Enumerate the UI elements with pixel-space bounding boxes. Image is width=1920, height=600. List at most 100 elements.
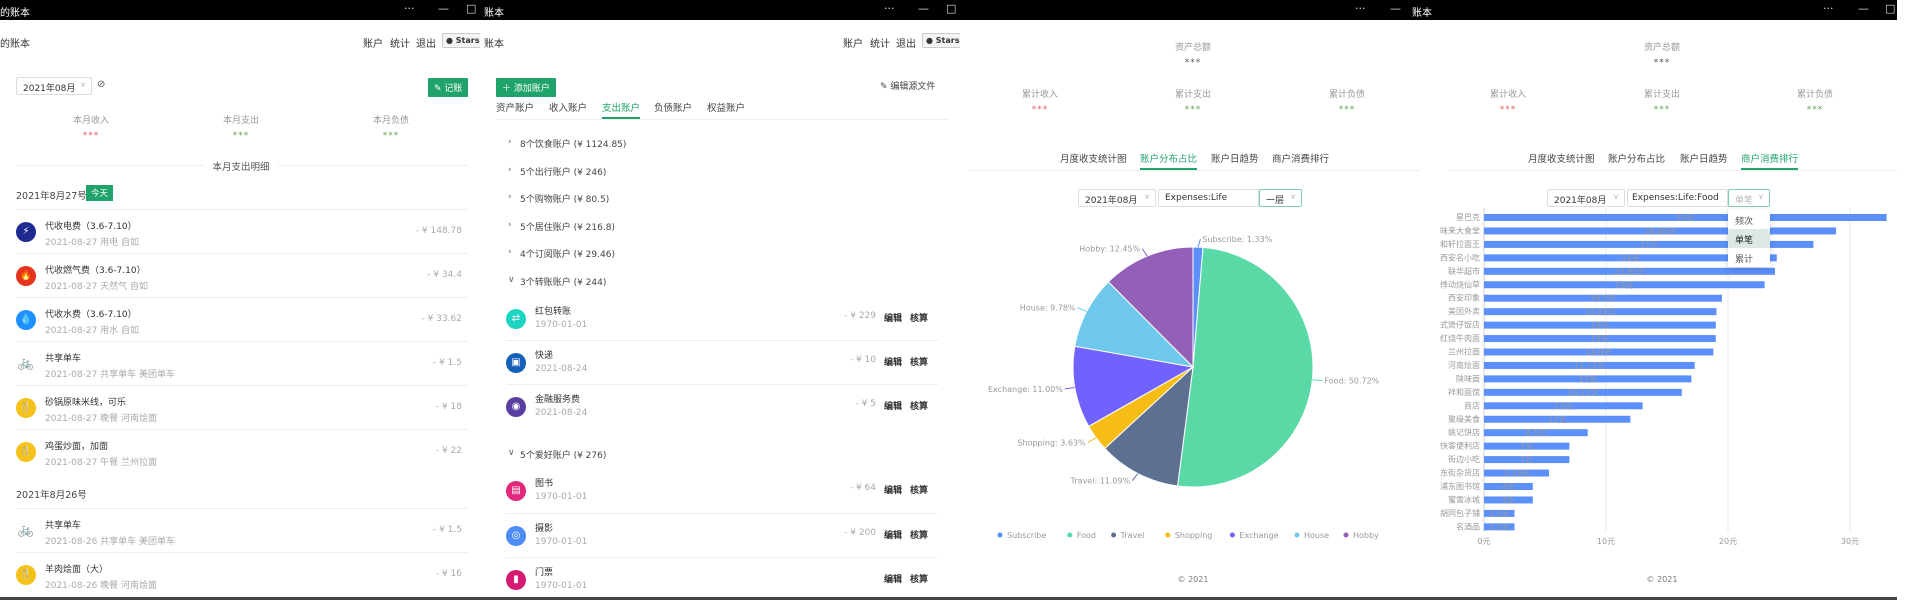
tab-chart[interactable]: 商户消费排行: [1741, 151, 1799, 170]
edit-link[interactable]: 编辑: [883, 402, 902, 412]
dropdown-option[interactable]: 频次: [1735, 217, 1754, 227]
transaction-row[interactable]: 🍴 羊肉烩面（大） 2021-08-26 晚餐 河南烩面 - ¥ 16: [16, 552, 468, 596]
transaction-row[interactable]: 🚲 共享单车 2021-08-27 共享单车 美团单车 - ¥ 1.5: [16, 341, 468, 385]
tab-account-type[interactable]: 资产账户: [496, 103, 535, 114]
title-bar: ··· — 账本: [960, 0, 1440, 20]
account-name[interactable]: 金融服务费: [535, 395, 581, 405]
edit-link[interactable]: 编辑: [883, 314, 902, 324]
chevron-right-icon[interactable]: ›: [508, 247, 512, 257]
account-date: 1970-01-01: [535, 320, 588, 330]
chevron-right-icon[interactable]: ›: [508, 192, 512, 202]
minimize-icon[interactable]: —: [1390, 2, 1401, 15]
tab-account-type[interactable]: 负债账户: [654, 103, 693, 114]
tab-chart[interactable]: 月度收支统计图: [1528, 154, 1595, 165]
account-input[interactable]: Expenses:Life: [1158, 189, 1259, 207]
month-select[interactable]: 2021年08月 ∨: [1547, 189, 1625, 207]
transaction-meta: 2021-08-27 午餐 兰州拉面: [45, 458, 158, 468]
account-name[interactable]: 门票: [535, 568, 554, 578]
minimize-icon[interactable]: —: [1858, 2, 1869, 15]
section-title: 本月支出明细: [204, 159, 278, 173]
nav-stats[interactable]: 统计: [870, 39, 890, 50]
eye-hidden-icon[interactable]: ⊘: [97, 79, 106, 90]
y-category-label: 西安印象: [1448, 293, 1480, 303]
maximize-icon[interactable]: □: [466, 2, 477, 15]
chevron-down-icon[interactable]: ∨: [508, 275, 515, 285]
chevron-down-icon[interactable]: ∨: [508, 448, 515, 458]
tab-chart[interactable]: 账户分布占比: [1140, 151, 1198, 170]
edit-link[interactable]: 编辑: [883, 358, 902, 368]
tab-account-type[interactable]: 支出账户: [602, 100, 641, 119]
transaction-meta: 2021-08-27 共享单车 美团单车: [45, 370, 176, 380]
transaction-row[interactable]: 🚲 共享单车 2021-08-26 共享单车 美团单车 - ¥ 1.5: [16, 508, 468, 552]
record-button[interactable]: ✎ 记账: [428, 78, 469, 97]
tab-chart[interactable]: 账户日趋势: [1680, 154, 1728, 165]
more-icon[interactable]: ···: [1823, 2, 1834, 15]
tab-chart[interactable]: 账户日趋势: [1211, 154, 1259, 165]
transaction-row[interactable]: 🔥 代收燃气费（3.6-7.10） 2021-08-27 天然气 自如 - ¥ 34.…: [16, 253, 468, 297]
edit-link[interactable]: 编辑: [883, 486, 902, 496]
minimize-icon[interactable]: —: [918, 2, 929, 15]
edit-source-button[interactable]: ✎ 编辑源文件: [880, 79, 935, 92]
account-group[interactable]: 8个饮食账户 (¥ 1124.85): [520, 140, 627, 150]
more-icon[interactable]: ···: [1355, 2, 1366, 15]
level-select[interactable]: 一层 ∨: [1259, 189, 1302, 207]
reconcile-link[interactable]: 核算: [909, 575, 928, 585]
reconcile-link[interactable]: 核算: [909, 358, 928, 368]
reconcile-link[interactable]: 核算: [909, 531, 928, 541]
reconcile-link[interactable]: 核算: [909, 486, 928, 496]
account-group[interactable]: 5个购物账户 (¥ 80.5): [520, 195, 610, 205]
chevron-right-icon[interactable]: ›: [508, 165, 512, 175]
minimize-icon[interactable]: —: [438, 2, 449, 15]
tabs-divider: [968, 170, 1420, 171]
nav-accounts[interactable]: 账户: [843, 39, 863, 50]
account-group[interactable]: 3个转账账户 (¥ 244): [520, 278, 607, 288]
mode-value: 单笔: [1735, 196, 1754, 206]
github-stars-button[interactable]: ● Stars: [442, 33, 480, 48]
edit-link[interactable]: 编辑: [883, 575, 902, 585]
more-icon[interactable]: ···: [404, 2, 415, 15]
maximize-icon[interactable]: □: [1885, 2, 1896, 15]
github-stars-button[interactable]: ● Stars: [922, 33, 960, 48]
add-account-button[interactable]: ＋ 添加账户: [496, 78, 556, 97]
account-group[interactable]: 5个居住账户 (¥ 216.8): [520, 223, 615, 233]
account-name[interactable]: 摄影: [535, 524, 554, 534]
transaction-row[interactable]: 💧 代收水费（3.6-7.10） 2021-08-27 用水 自如 - ¥ 33.62: [16, 297, 468, 341]
accounts-window: 账本 ··· — □ 账本 账户 统计 退出 ● Stars ＋ 添加账户 ✎ …: [480, 0, 960, 600]
reconcile-link[interactable]: 核算: [909, 402, 928, 412]
account-name[interactable]: 图书: [535, 479, 554, 489]
dropdown-option[interactable]: 累计: [1735, 255, 1754, 265]
account-input[interactable]: Expenses:Life:Food: [1627, 189, 1728, 207]
mode-select[interactable]: 单笔 ∨: [1728, 189, 1770, 207]
tab-chart[interactable]: 账户分布占比: [1608, 154, 1666, 165]
month-select[interactable]: 2021年08月 ∨: [16, 77, 92, 95]
reconcile-link[interactable]: 核算: [909, 314, 928, 324]
transaction-row[interactable]: 🍴 鸡蛋炒面，加面 2021-08-27 午餐 兰州拉面 - ¥ 22: [16, 429, 468, 473]
tab-chart[interactable]: 月度收支统计图: [1060, 154, 1127, 165]
edit-link[interactable]: 编辑: [883, 531, 902, 541]
brand[interactable]: 账本: [484, 39, 504, 50]
tab-account-type[interactable]: 权益账户: [707, 103, 746, 114]
tab-account-type[interactable]: 收入账户: [549, 103, 588, 114]
account-group[interactable]: 4个订阅账户 (¥ 29.46): [520, 250, 615, 260]
today-badge: 今天: [86, 185, 114, 201]
tab-chart[interactable]: 商户消费排行: [1272, 154, 1330, 165]
chevron-right-icon[interactable]: ›: [508, 137, 512, 147]
account-name[interactable]: 红包转账: [535, 307, 572, 317]
nav-logout[interactable]: 退出: [896, 39, 916, 50]
maximize-icon[interactable]: □: [946, 2, 957, 15]
account-group[interactable]: 5个爱好账户 (¥ 276): [520, 451, 607, 461]
pie-label-line: [1197, 238, 1201, 248]
account-name[interactable]: 快递: [535, 351, 554, 361]
nav-logout[interactable]: 退出: [416, 39, 436, 50]
more-icon[interactable]: ···: [884, 2, 895, 15]
chevron-right-icon[interactable]: ›: [508, 220, 512, 230]
account-group[interactable]: 5个出行账户 (¥ 246): [520, 168, 607, 178]
nav-stats[interactable]: 统计: [390, 39, 410, 50]
nav-accounts[interactable]: 账户: [363, 39, 383, 50]
y-category-label: 红烧牛肉面: [1440, 333, 1480, 343]
dropdown-option[interactable]: 单笔: [1728, 229, 1770, 248]
month-select[interactable]: 2021年08月 ∨: [1078, 189, 1156, 207]
transaction-row[interactable]: ⚡ 代收电费（3.6-7.10） 2021-08-27 用电 自如 - ¥ 148.7…: [16, 209, 468, 253]
brand[interactable]: 的账本: [0, 39, 30, 50]
transaction-row[interactable]: 🍴 砂锅原味米线，可乐 2021-08-27 晚餐 河南烩面 - ¥ 18: [16, 385, 468, 429]
